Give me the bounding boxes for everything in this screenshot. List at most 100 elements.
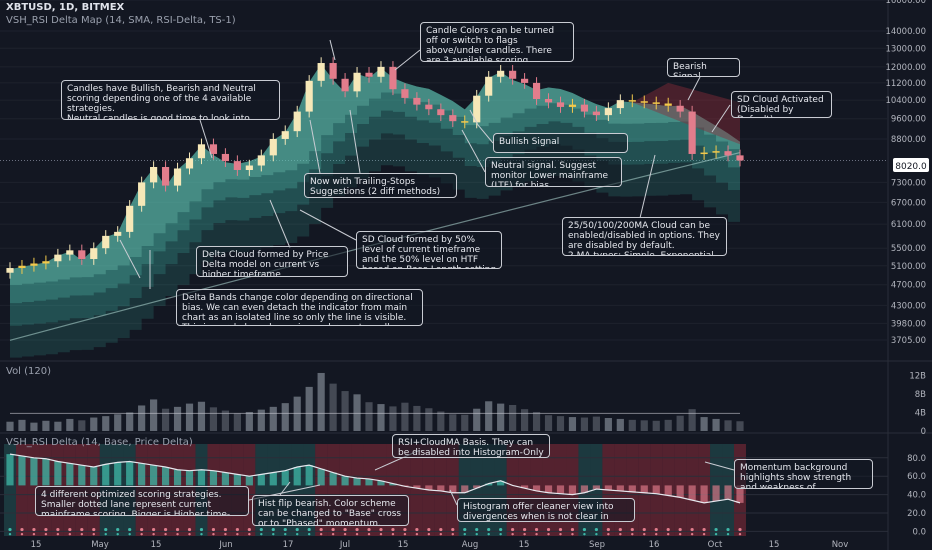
rsi-histogram-bar <box>18 455 26 486</box>
volume-tick-label: 0 <box>921 427 926 437</box>
momentum-background <box>279 444 292 536</box>
price-tick-label: 7300.00 <box>891 178 926 188</box>
candle-body <box>173 168 182 186</box>
rsi-histogram-bar <box>652 485 660 494</box>
score-dot-ltf <box>32 527 36 532</box>
volume-bar <box>126 412 134 431</box>
candle-body <box>329 63 337 79</box>
score-dot-ltf <box>415 527 419 532</box>
rsi-histogram-bar <box>233 474 241 486</box>
time-tick-label: Jul <box>339 540 350 550</box>
price-tick-label: 4700.00 <box>891 281 926 291</box>
momentum-background <box>386 444 399 536</box>
rsi-histogram-bar <box>604 485 612 490</box>
score-dot-htf <box>331 532 335 536</box>
volume-bar <box>724 420 732 431</box>
momentum-background <box>506 444 519 536</box>
score-dot-ltf <box>235 527 239 532</box>
rsi-histogram-bar <box>628 485 636 492</box>
annotation-leader <box>199 119 213 159</box>
score-dot-htf <box>738 532 742 536</box>
score-dot-htf <box>499 532 502 536</box>
score-dot-htf <box>236 532 239 536</box>
momentum-background <box>482 444 495 536</box>
volume-bar <box>532 411 541 431</box>
rsi-histogram-bar <box>30 457 38 486</box>
score-dot-htf <box>68 532 72 536</box>
score-dot-ltf <box>20 527 24 532</box>
price-tick-label: 10400.00 <box>885 96 926 106</box>
score-dot-htf <box>643 532 646 536</box>
score-dot-ltf <box>175 527 180 532</box>
score-dot-htf <box>403 532 407 536</box>
volume-bar <box>138 405 146 431</box>
momentum-background <box>315 444 328 536</box>
candle-body <box>509 70 517 79</box>
note-delta-cloud: Delta Cloud formed by Price Delta model … <box>196 246 348 277</box>
rsi-histogram-bar <box>90 467 98 486</box>
rsi-histogram-bar <box>700 485 708 503</box>
volume-bar <box>509 405 517 431</box>
time-tick-label: 15 <box>519 540 530 550</box>
momentum-background <box>27 444 40 536</box>
rsi-histogram-bar <box>485 483 493 486</box>
annotation-leader <box>461 129 486 173</box>
score-dot-htf <box>92 532 95 536</box>
annotation-leaders <box>119 39 735 506</box>
score-dot-htf <box>714 532 718 536</box>
score-dot-htf <box>690 532 694 536</box>
note-scoring-strategies: 4 different optimized scoring strategies… <box>35 486 249 516</box>
candle-body <box>161 166 170 186</box>
rsi-histogram-bar <box>724 485 732 500</box>
volume-bar <box>6 421 14 431</box>
score-dot-ltf <box>487 527 491 532</box>
score-dot-htf <box>128 532 131 536</box>
rsi-histogram-bar <box>197 469 206 486</box>
score-dot-htf <box>296 532 299 536</box>
score-dot-htf <box>415 532 419 536</box>
candle-body <box>126 205 134 232</box>
rsi-histogram-bar <box>185 470 194 486</box>
candle-body <box>664 103 672 106</box>
candle-body <box>269 138 277 156</box>
score-dot-htf <box>571 532 574 536</box>
score-dot-ltf <box>522 527 527 532</box>
volume-bar <box>449 414 457 431</box>
score-dot-ltf <box>391 527 395 532</box>
volume-bar <box>640 420 648 431</box>
note-candle-colors: Candle Colors can be turned off or switc… <box>420 22 574 62</box>
rsi-histogram-bar <box>532 485 541 491</box>
volume-bar <box>209 407 218 431</box>
rsi-histogram-bar <box>365 478 373 486</box>
rsi-histogram-bar <box>281 470 289 486</box>
annotation-leader <box>711 104 731 133</box>
momentum-background <box>518 444 531 536</box>
score-dot-htf <box>535 532 538 536</box>
momentum-background <box>267 444 280 536</box>
rsi-histogram-bar <box>329 472 337 486</box>
rsi-histogram-bar <box>161 467 170 486</box>
note-momentum-bg: Momentum background highlights show stre… <box>734 459 873 489</box>
note-ma-cloud: 25/50/100/200MA Cloud can be enabled/dis… <box>562 217 727 256</box>
score-dot-ltf <box>642 527 646 532</box>
candle-body <box>580 104 589 112</box>
score-dot-ltf <box>92 527 96 532</box>
volume-bar <box>568 417 577 431</box>
candle-body <box>138 182 146 206</box>
score-dot-htf <box>343 532 347 536</box>
rsi-histogram-bar <box>353 478 361 486</box>
volume-bar <box>54 421 62 431</box>
candle-body <box>209 144 218 154</box>
rsi-histogram-bar <box>114 462 122 486</box>
momentum-background <box>375 444 387 536</box>
score-dot-ltf <box>152 527 156 532</box>
volume-bar <box>305 386 313 431</box>
candles <box>6 57 744 279</box>
score-dot-htf <box>319 532 323 536</box>
candle-body <box>437 109 445 116</box>
volume-bar <box>461 414 469 431</box>
candle-body <box>401 89 409 98</box>
score-dot-ltf <box>116 527 120 532</box>
note-bullish-signal: Bullish Signal <box>493 133 628 153</box>
score-dot-ltf <box>499 527 503 532</box>
